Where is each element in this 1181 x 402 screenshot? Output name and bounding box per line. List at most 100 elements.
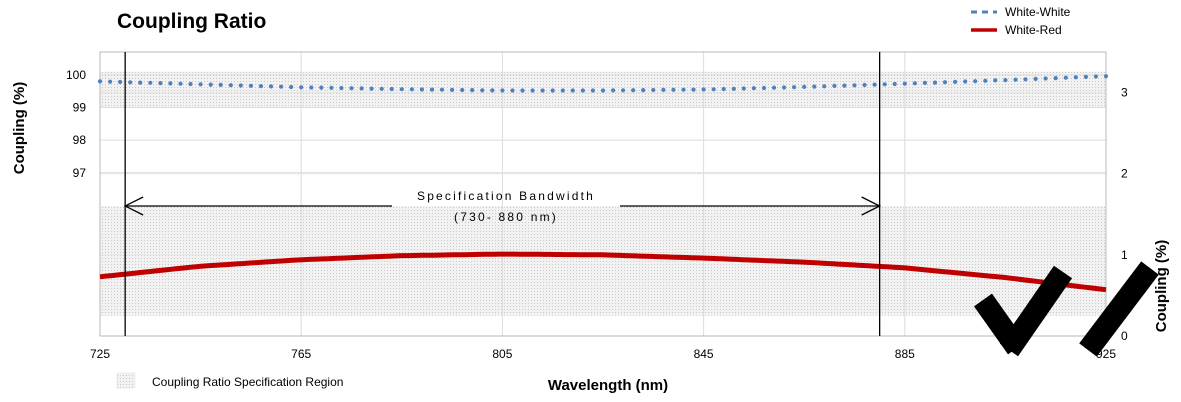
series-1-point bbox=[842, 83, 847, 88]
series-1-point bbox=[802, 84, 807, 89]
series-1-point bbox=[450, 87, 455, 92]
series-1-point bbox=[681, 87, 686, 92]
series-1-point bbox=[993, 78, 998, 83]
series-1-point bbox=[932, 80, 938, 85]
y-axis-left-title: Coupling (%) bbox=[11, 82, 28, 174]
series-1-point bbox=[228, 83, 233, 88]
series-1-point bbox=[1013, 77, 1018, 82]
y-right-tick-label: 2 bbox=[1121, 167, 1128, 181]
series-1-point bbox=[268, 84, 274, 89]
series-1-point bbox=[148, 80, 153, 85]
series-1-point bbox=[128, 80, 133, 85]
x-tick-label: 805 bbox=[492, 347, 512, 361]
series-1-point bbox=[309, 85, 314, 90]
series-1-point bbox=[540, 88, 545, 93]
series-1-point bbox=[590, 88, 596, 93]
series-1-point bbox=[983, 78, 988, 83]
series-1-point bbox=[138, 80, 143, 85]
series-1-point bbox=[621, 88, 626, 93]
series-1-point bbox=[208, 82, 213, 87]
x-tick-label: 725 bbox=[90, 347, 110, 361]
series-1-point bbox=[641, 88, 646, 93]
series-1-point bbox=[118, 79, 123, 85]
series-1-point bbox=[520, 88, 525, 93]
bandwidth-arrowhead-left bbox=[123, 196, 144, 216]
y-left-tick-label: 100 bbox=[66, 68, 86, 82]
series-1-point bbox=[711, 87, 716, 92]
series-1-point bbox=[701, 87, 706, 92]
series-1-point bbox=[922, 80, 928, 85]
series-1-point bbox=[761, 85, 767, 91]
series-1-point bbox=[339, 85, 344, 91]
series-1-point bbox=[470, 88, 475, 93]
series-1-point bbox=[822, 84, 827, 89]
series-1-point bbox=[661, 87, 666, 92]
series-1-point bbox=[168, 81, 173, 86]
series-1-point bbox=[97, 79, 103, 84]
series-1-point bbox=[771, 85, 777, 90]
y-right-tick-label: 1 bbox=[1121, 248, 1128, 262]
series-1-point bbox=[510, 88, 515, 93]
series-1-point bbox=[158, 81, 163, 86]
x-tick-label: 885 bbox=[895, 347, 915, 361]
series-1-point bbox=[580, 88, 586, 93]
series-1-point bbox=[319, 85, 324, 90]
series-1-point bbox=[258, 84, 264, 89]
series-1-point bbox=[741, 86, 746, 91]
series-1-point bbox=[792, 85, 797, 90]
series-1-point bbox=[1093, 74, 1098, 79]
series-1-point bbox=[238, 83, 243, 88]
y-right-tick-label: 0 bbox=[1121, 329, 1128, 343]
series-1-point bbox=[550, 88, 555, 93]
series-1-point bbox=[812, 84, 817, 89]
spec-region-legend-label: Coupling Ratio Specification Region bbox=[152, 375, 343, 389]
series-1-point bbox=[530, 88, 535, 93]
spec-region-swatch bbox=[116, 372, 136, 389]
series-1-point bbox=[942, 80, 948, 85]
y-left-tick-label: 99 bbox=[73, 100, 87, 114]
series-1-point bbox=[963, 79, 968, 84]
series-1-point bbox=[1023, 77, 1028, 82]
series-1-point bbox=[912, 81, 918, 86]
series-1-point bbox=[782, 85, 787, 90]
legend-white-white-label: White-White bbox=[1005, 5, 1071, 19]
series-1-point bbox=[299, 85, 304, 90]
series-1-point bbox=[490, 88, 495, 93]
legend-white-red-label: White-Red bbox=[1005, 23, 1062, 37]
series-1-point bbox=[389, 86, 394, 92]
series-1-point bbox=[751, 86, 757, 91]
series-1-point bbox=[570, 88, 575, 93]
y-right-tick-label: 3 bbox=[1121, 86, 1128, 100]
series-1-point bbox=[1033, 76, 1038, 81]
series-1-point bbox=[329, 85, 334, 90]
series-1-point bbox=[953, 79, 958, 84]
y-axis-right-title: Coupling (%) bbox=[1153, 240, 1170, 332]
series-1-point bbox=[852, 83, 857, 88]
series-1-point bbox=[1063, 75, 1068, 80]
series-1-point bbox=[560, 88, 565, 93]
series-1-point bbox=[731, 86, 736, 91]
series-1-point bbox=[832, 83, 837, 88]
series-1-point bbox=[188, 81, 193, 87]
series-1-point bbox=[500, 88, 505, 93]
series-1-point bbox=[902, 81, 907, 86]
series-1-point bbox=[1003, 78, 1008, 83]
series-1-point bbox=[973, 79, 978, 84]
plot-area-border bbox=[99, 51, 1107, 337]
y-left-tick-label: 98 bbox=[73, 133, 87, 147]
series-1-point bbox=[248, 83, 253, 88]
series-1-point bbox=[429, 87, 435, 92]
series-1-point bbox=[862, 82, 867, 88]
series-1-point bbox=[409, 87, 414, 92]
series-1-point bbox=[892, 81, 897, 87]
series-1-point bbox=[178, 81, 183, 86]
series-1-point bbox=[1053, 76, 1058, 81]
series-1-point bbox=[349, 86, 354, 91]
series-1-point bbox=[1103, 74, 1109, 79]
series-1-point bbox=[460, 87, 465, 93]
series-1-point bbox=[1073, 75, 1078, 80]
checkmark-left-stroke bbox=[999, 265, 1073, 357]
series-1-point bbox=[289, 84, 294, 90]
series-1-point bbox=[671, 87, 676, 92]
